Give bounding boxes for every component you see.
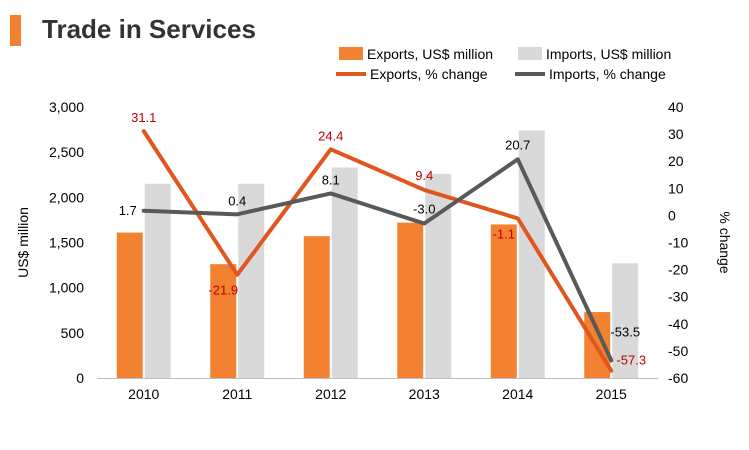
- title-accent-bar: [10, 15, 21, 46]
- imports-change-label: 1.7: [119, 203, 137, 218]
- imports-change-label: 8.1: [322, 172, 340, 187]
- y-right-tick-label: 40: [668, 99, 684, 115]
- y-right-tick-label: -20: [668, 262, 688, 278]
- y-right-axis-label: % change: [717, 211, 733, 273]
- exports-bar: [303, 236, 330, 378]
- exports-bar: [490, 224, 517, 378]
- exports-bar: [397, 222, 424, 378]
- x-tick-label: 2012: [315, 386, 346, 402]
- exports-bar: [116, 232, 143, 378]
- exports-bar: [210, 264, 237, 378]
- legend-label-imports-line: Imports, % change: [549, 66, 666, 82]
- legend-label-imports-bar: Imports, US$ million: [546, 46, 671, 62]
- exports-change-label: 9.4: [415, 168, 433, 183]
- exports-change-line: [141, 129, 614, 373]
- y-tick-label: 0: [76, 370, 84, 386]
- exports-change-label: -57.3: [616, 353, 646, 368]
- imports-change-label: 20.7: [505, 137, 530, 152]
- x-tick-label: 2010: [128, 386, 159, 402]
- y-tick-label: 1,500: [49, 235, 84, 251]
- exports-change-label: -1.1: [493, 226, 515, 241]
- imports-change-label: 0.4: [228, 193, 246, 208]
- legend-label-exports-line: Exports, % change: [370, 66, 488, 82]
- y-right-tick-label: -40: [668, 316, 688, 332]
- y-tick-label: 3,000: [49, 99, 84, 115]
- y-right-tick-label: -50: [668, 343, 688, 359]
- y-tick-label: 1,000: [49, 280, 84, 296]
- x-tick-label: 2014: [502, 386, 533, 402]
- y-right-tick-label: 30: [668, 126, 684, 142]
- y-tick-label: 500: [61, 325, 85, 341]
- imports-bar: [612, 263, 639, 378]
- exports-change-label: 31.1: [131, 110, 156, 125]
- y-right-tick-label: 0: [668, 207, 676, 223]
- imports-change-label: -53.5: [610, 324, 640, 339]
- exports-change-label: -21.9: [208, 283, 238, 298]
- x-tick-label: 2015: [596, 386, 627, 402]
- y-right-tick-label: -60: [668, 370, 688, 386]
- y-axis-label: US$ million: [15, 207, 31, 278]
- x-tick-label: 2011: [222, 386, 252, 402]
- legend-swatch-imports-bar: [518, 47, 542, 60]
- y-tick-label: 2,500: [49, 144, 84, 160]
- chart-title: Trade in Services: [42, 14, 256, 44]
- exports-change-label: 24.4: [318, 128, 343, 143]
- imports-bar: [144, 183, 171, 378]
- legend-label-exports-bar: Exports, US$ million: [367, 46, 493, 62]
- imports-change-label: -3.0: [413, 202, 435, 217]
- y-right-tick-label: 10: [668, 180, 684, 196]
- y-tick-label: 2,000: [49, 189, 84, 205]
- imports-change-line: [141, 157, 614, 363]
- imports-bar: [238, 183, 265, 378]
- y-right-tick-label: 20: [668, 153, 684, 169]
- x-tick-label: 2013: [409, 386, 440, 402]
- y-right-tick-label: -30: [668, 289, 688, 305]
- y-right-tick-label: -10: [668, 235, 688, 251]
- legend-swatch-exports-bar: [339, 47, 363, 60]
